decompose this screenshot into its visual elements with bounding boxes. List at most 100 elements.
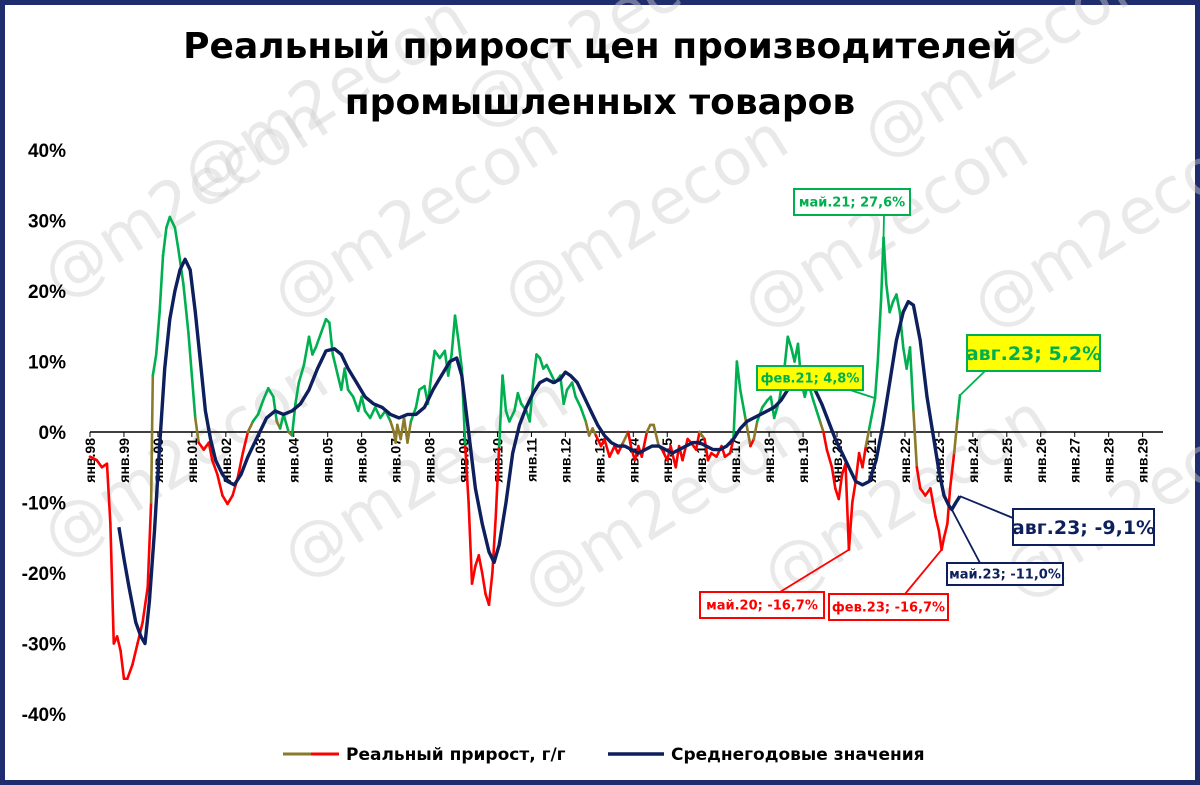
actual-segment — [360, 395, 367, 413]
actual-segment — [882, 236, 888, 286]
chart-title-line1: Реальный прирост цен производителей — [183, 26, 1017, 67]
actual-segment — [912, 409, 919, 469]
actual-segment — [210, 458, 219, 476]
actual-segment — [480, 571, 487, 596]
actual-segment — [146, 501, 153, 589]
actual-segment — [282, 413, 290, 434]
actual-segment — [694, 430, 701, 451]
actual-segment — [918, 487, 927, 497]
annotation-leader — [959, 495, 1014, 519]
actual-segment — [786, 335, 793, 349]
annotation-callout: фев.21; 4,8% — [756, 365, 876, 400]
y-tick-label: 10% — [28, 353, 66, 374]
actual-segment — [343, 367, 350, 392]
actual-segment — [105, 462, 112, 525]
annotation-leader — [904, 549, 943, 595]
actual-segment — [294, 381, 301, 406]
actual-segment — [187, 331, 194, 377]
actual-segment — [545, 363, 554, 377]
actual-segment — [158, 254, 165, 314]
x-tick-label: янв.21 — [863, 438, 879, 483]
actual-segment — [851, 480, 858, 504]
annotation-label: май.23; -11,0% — [949, 568, 1061, 583]
actual-segment — [908, 346, 915, 413]
annotation-callout: май.20; -16,7% — [699, 548, 850, 619]
legend-item-actual: Реальный прирост, г/г — [283, 745, 566, 765]
annotation-callout: май.23; -11,0% — [946, 509, 1064, 586]
actual-segment — [446, 353, 453, 377]
actual-segment — [876, 296, 883, 363]
annotation-callout: авг.23; 5,2% — [959, 334, 1101, 396]
x-tick-label: янв.24 — [965, 438, 981, 483]
actual-segment — [487, 571, 494, 607]
annotation-label: май.20; -16,7% — [706, 599, 818, 614]
actual-segment — [871, 396, 877, 413]
actual-segment — [494, 444, 501, 518]
annotation-box — [828, 593, 949, 621]
legend-item-avg: Среднегодовые значения — [608, 745, 925, 765]
actual-segment — [652, 423, 661, 448]
actual-segment — [854, 451, 861, 483]
actual-segment — [463, 444, 470, 504]
actual-segment — [942, 522, 949, 540]
annotation-callout: авг.23; -9,1% — [959, 495, 1155, 546]
x-tick-label: янв.11 — [523, 438, 539, 482]
actual-segment — [236, 451, 245, 480]
actual-segment — [830, 465, 837, 490]
actual-segment — [297, 363, 306, 384]
actual-segment — [616, 441, 625, 455]
actual-segment — [591, 427, 598, 437]
annotation-label: авг.23; 5,2% — [966, 343, 1101, 365]
annotation-leader — [959, 370, 986, 396]
actual-segment — [579, 406, 588, 423]
y-tick-label: 20% — [28, 282, 66, 303]
actual-segment — [574, 395, 582, 409]
actual-segment — [818, 420, 825, 434]
actual-segment — [351, 395, 360, 413]
actual-segment — [948, 451, 956, 490]
y-tick-label: 0% — [39, 423, 67, 444]
x-tick-label: янв.18 — [761, 438, 777, 483]
series-actual-growth — [88, 215, 962, 681]
annotation-box — [1012, 508, 1155, 546]
actual-segment — [314, 331, 323, 349]
actual-segment — [149, 374, 155, 504]
actual-segment — [173, 226, 180, 250]
actual-segment — [126, 663, 134, 681]
actual-segment — [251, 413, 260, 423]
actual-segment — [95, 458, 104, 469]
actual-segment — [272, 395, 279, 423]
actual-segment — [346, 388, 355, 399]
actual-segment — [669, 444, 678, 469]
actual-segment — [414, 388, 421, 409]
actual-segment — [307, 335, 314, 356]
actual-segment — [241, 430, 250, 455]
actual-segment — [497, 374, 504, 448]
actual-segment — [884, 282, 891, 314]
actual-segment — [161, 226, 168, 258]
x-tick-label: янв.19 — [795, 438, 811, 483]
actual-segment — [261, 386, 270, 402]
x-tick-label: янв.07 — [388, 438, 404, 483]
actual-segment — [115, 635, 122, 652]
x-tick-label: янв.08 — [422, 438, 438, 483]
actual-segment — [131, 642, 139, 666]
actual-segment — [429, 349, 436, 377]
actual-segment — [847, 501, 854, 552]
actual-segment — [538, 356, 545, 370]
actual-segment — [531, 353, 538, 384]
actual-segment — [681, 437, 689, 462]
actual-segment — [837, 472, 844, 501]
x-tick-label: янв.04 — [286, 438, 302, 483]
actual-segment — [216, 472, 224, 497]
annotation-box — [699, 591, 825, 619]
annotation-label: авг.23; -9,1% — [1012, 517, 1155, 539]
actual-segment — [389, 420, 396, 434]
actual-segment — [825, 448, 834, 469]
actual-segment — [956, 394, 962, 420]
annotation-label: фев.23; -16,7% — [832, 601, 945, 616]
actual-segment — [256, 398, 265, 416]
y-tick-label: -10% — [22, 494, 66, 515]
actual-segment — [151, 353, 158, 377]
